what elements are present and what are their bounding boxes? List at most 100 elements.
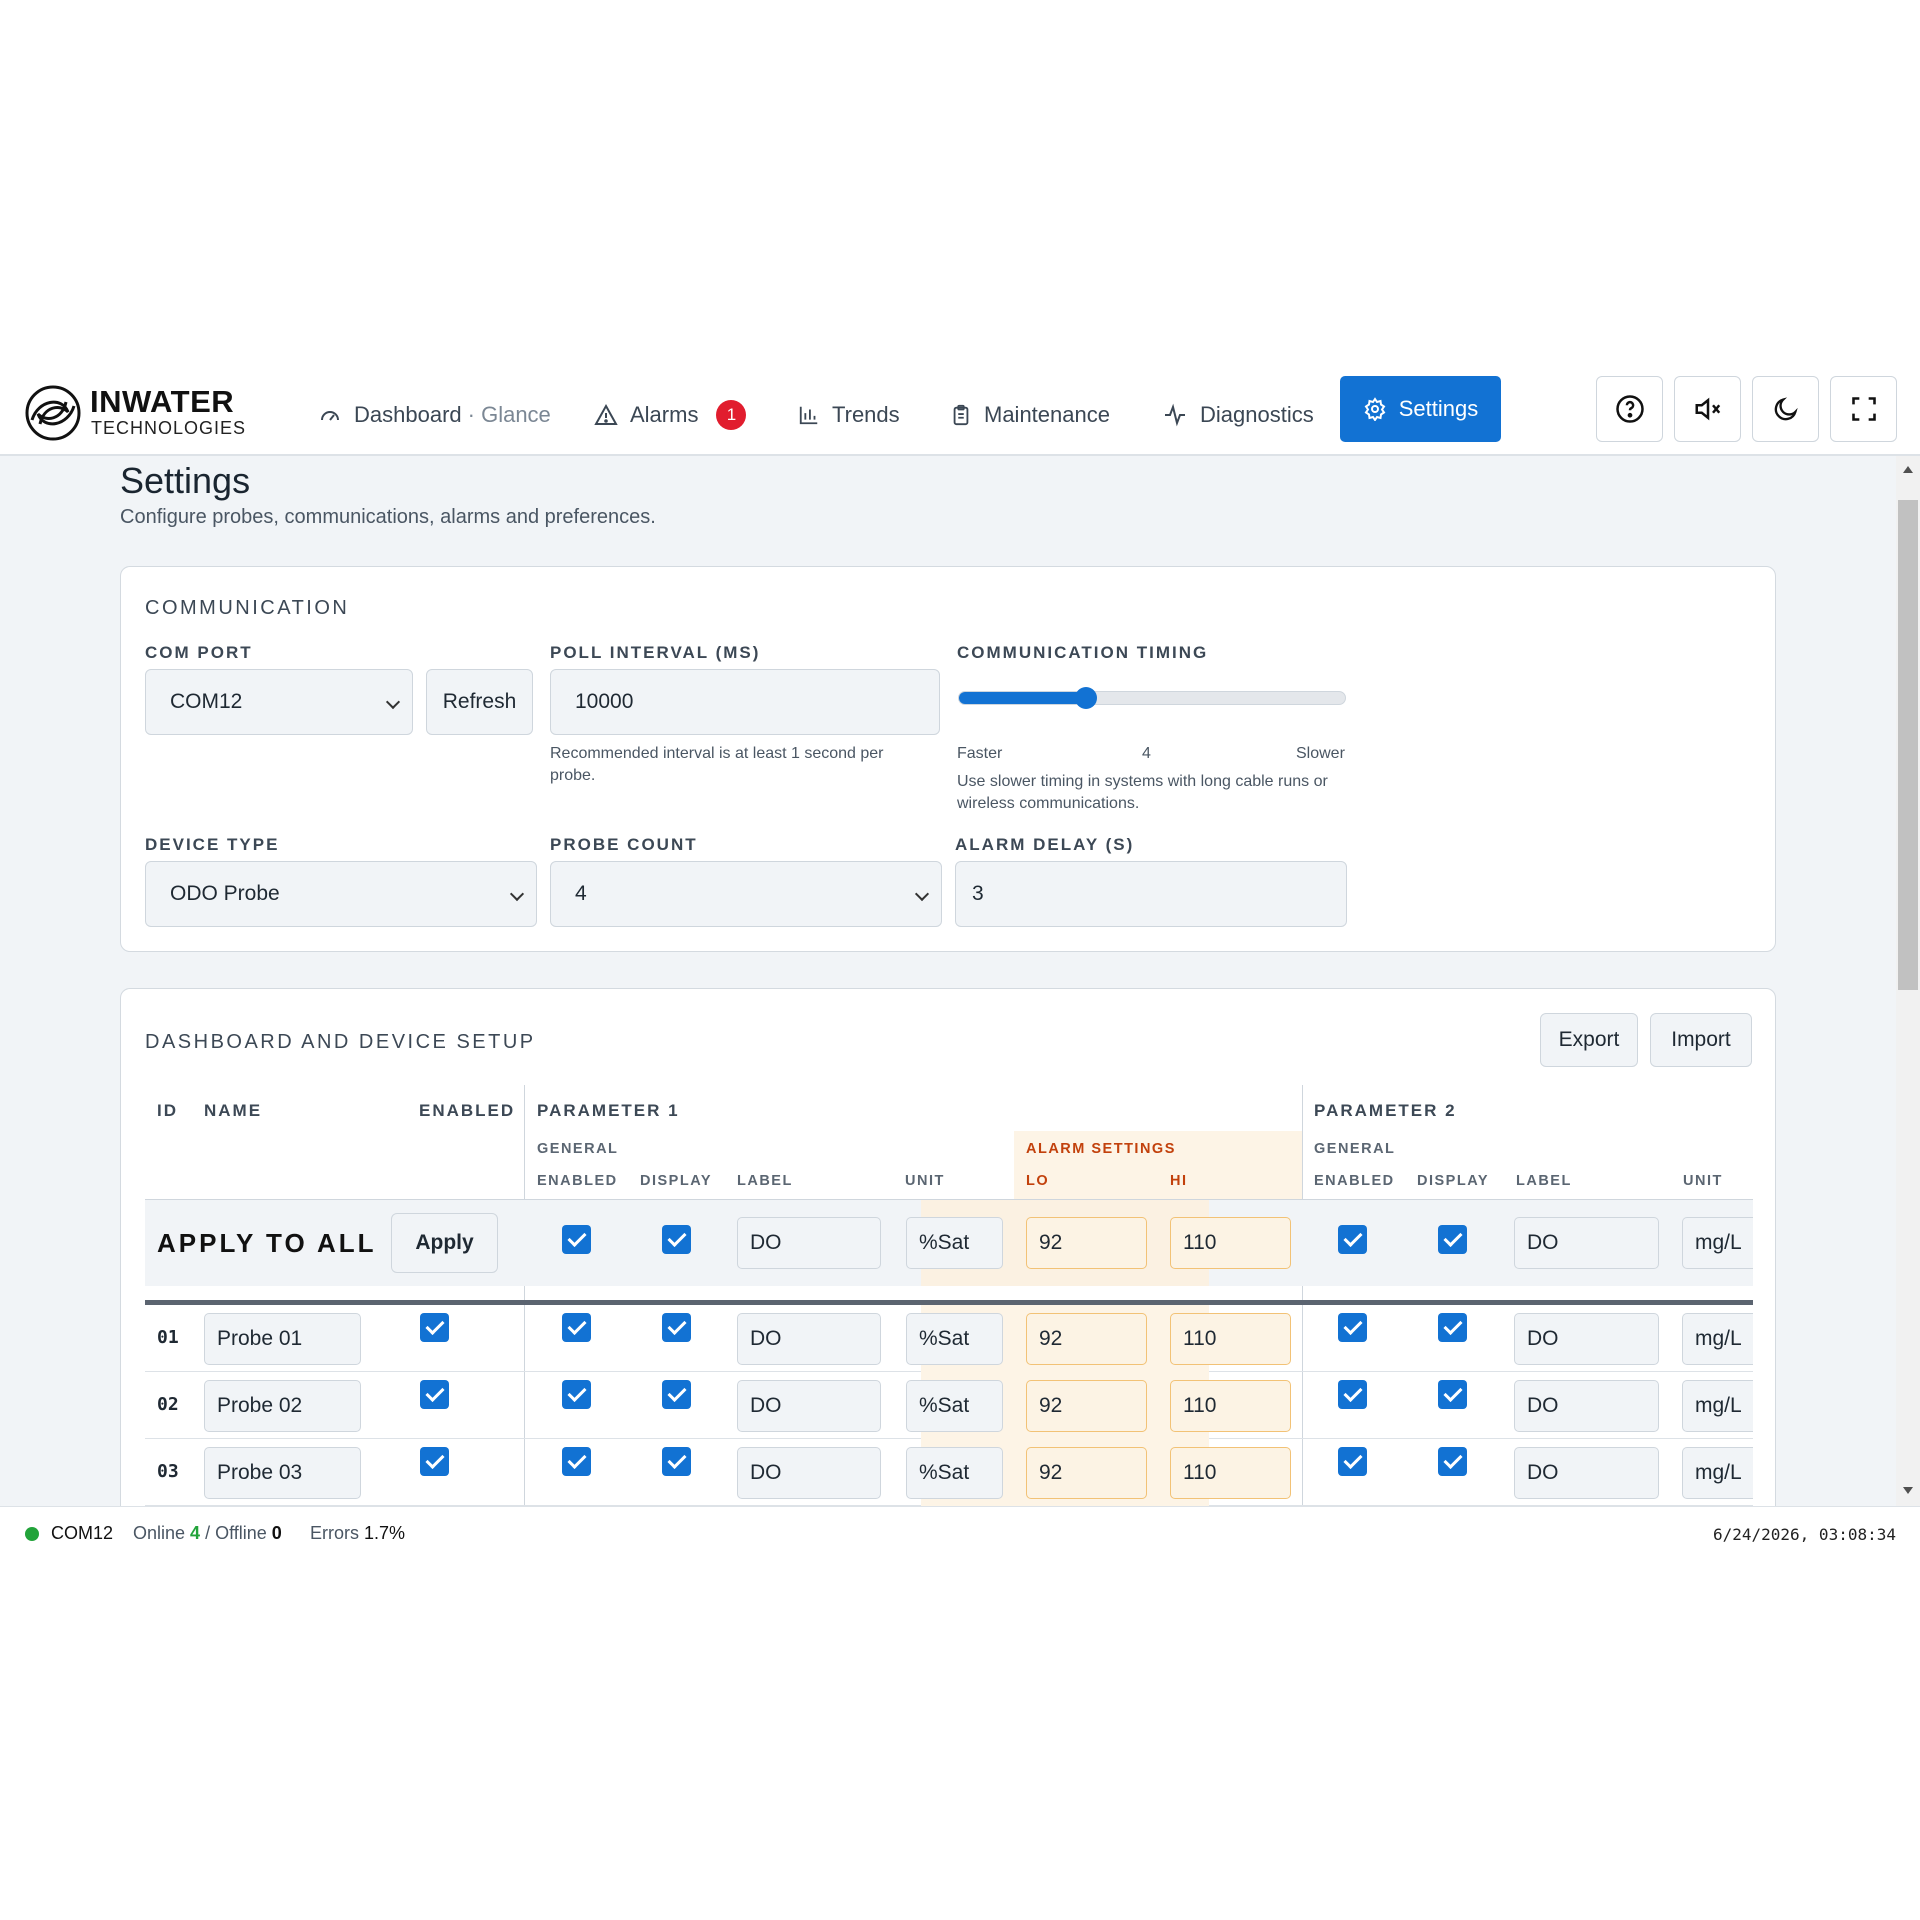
probe-enabled-checkbox[interactable]	[420, 1313, 449, 1342]
p2-display-checkbox[interactable]	[1438, 1380, 1467, 1409]
apply-p2-enabled-checkbox[interactable]	[1338, 1225, 1367, 1254]
p1-enabled-checkbox[interactable]	[562, 1313, 591, 1342]
apply-p1-display-checkbox[interactable]	[662, 1225, 691, 1254]
mute-button[interactable]	[1674, 376, 1741, 442]
brand-logo[interactable]: INWATER TECHNOLOGIES	[24, 378, 254, 444]
p1-unit-input[interactable]: %Sat	[906, 1313, 1003, 1365]
apply-button[interactable]: Apply	[391, 1213, 498, 1273]
header-parameter-2: PARAMETER 2	[1314, 1101, 1457, 1120]
p2-display-checkbox[interactable]	[1438, 1313, 1467, 1342]
p2-display-checkbox[interactable]	[1438, 1447, 1467, 1476]
app-window: INWATER TECHNOLOGIES Dashboard · Glance …	[0, 370, 1920, 1570]
p2-unit-input[interactable]: mg/L	[1682, 1313, 1753, 1365]
p2-enabled-checkbox[interactable]	[1338, 1313, 1367, 1342]
p1-label-input[interactable]: DO	[737, 1380, 881, 1432]
apply-p1-unit-input[interactable]: %Sat	[906, 1217, 1003, 1269]
p2-unit-input[interactable]: mg/L	[1682, 1380, 1753, 1432]
apply-lo-input[interactable]: 92	[1026, 1217, 1147, 1269]
p2-enabled-checkbox[interactable]	[1338, 1447, 1367, 1476]
p2-enabled-checkbox[interactable]	[1338, 1380, 1367, 1409]
alarm-hi-input[interactable]: 110	[1170, 1447, 1291, 1499]
apply-p2-display-checkbox[interactable]	[1438, 1225, 1467, 1254]
p2-label-input[interactable]: DO	[1514, 1380, 1659, 1432]
alarm-delay-label: ALARM DELAY (S)	[955, 835, 1135, 854]
nav-diagnostics-label: Diagnostics	[1200, 402, 1314, 427]
scroll-up-arrow-icon[interactable]	[1903, 466, 1913, 473]
apply-p2-unit-input[interactable]: mg/L	[1682, 1217, 1753, 1269]
probe-count-label: PROBE COUNT	[550, 835, 698, 854]
p1-enabled-checkbox[interactable]	[562, 1380, 591, 1409]
nav-maintenance[interactable]: Maintenance	[950, 395, 1110, 435]
fullscreen-button[interactable]	[1830, 376, 1897, 442]
bar-chart-icon	[799, 406, 818, 425]
alarm-lo-input[interactable]: 92	[1026, 1380, 1147, 1432]
p1-unit-input[interactable]: %Sat	[906, 1380, 1003, 1432]
column-divider	[1302, 1085, 1303, 1506]
nav-trends[interactable]: Trends	[798, 395, 900, 435]
header-name: NAME	[204, 1101, 263, 1120]
export-button[interactable]: Export	[1540, 1013, 1638, 1067]
alarm-lo-input[interactable]: 92	[1026, 1313, 1147, 1365]
p1-display-checkbox[interactable]	[662, 1447, 691, 1476]
p1-enabled-checkbox[interactable]	[562, 1447, 591, 1476]
header-p2-display: DISPLAY	[1417, 1173, 1490, 1189]
help-button[interactable]	[1596, 376, 1663, 442]
nav-dashboard-sublabel: · Glance	[467, 402, 551, 427]
slider-min-label: Faster	[957, 745, 1003, 762]
help-icon	[1615, 395, 1644, 423]
nav-alarms[interactable]: Alarms 1	[594, 395, 747, 435]
p1-display-checkbox[interactable]	[662, 1380, 691, 1409]
slider-handle[interactable]	[1075, 687, 1098, 709]
apply-p1-enabled-checkbox[interactable]	[562, 1225, 591, 1254]
device-type-value: ODO Probe	[170, 882, 280, 905]
probe-name-input[interactable]: Probe 01	[204, 1313, 361, 1365]
communication-title: COMMUNICATION	[145, 597, 350, 619]
status-bar: COM12 Online 4 / Offline 0 Errors 1.7% 6…	[0, 1506, 1920, 1570]
p2-label-input[interactable]: DO	[1514, 1447, 1659, 1499]
probe-count-select[interactable]: 4	[550, 861, 942, 927]
p1-display-checkbox[interactable]	[662, 1313, 691, 1342]
vertical-scrollbar[interactable]	[1896, 456, 1920, 1506]
probe-id: 01	[157, 1327, 179, 1348]
scroll-down-arrow-icon[interactable]	[1903, 1487, 1913, 1494]
settings-page[interactable]: Settings Configure probes, communication…	[0, 456, 1920, 1506]
chevron-down-icon	[509, 886, 525, 902]
probe-id: 03	[157, 1461, 179, 1482]
gear-icon	[1364, 397, 1386, 421]
communication-timing-slider[interactable]	[958, 687, 1346, 709]
brand-tagline: TECHNOLOGIES	[91, 418, 247, 438]
alarm-delay-input[interactable]: 3	[955, 861, 1347, 927]
probe-name-input[interactable]: Probe 02	[204, 1380, 361, 1432]
p1-label-input[interactable]: DO	[737, 1313, 881, 1365]
apply-p1-label-input[interactable]: DO	[737, 1217, 881, 1269]
nav-dashboard[interactable]: Dashboard · Glance	[318, 395, 551, 435]
probe-name-input[interactable]: Probe 03	[204, 1447, 361, 1499]
refresh-button[interactable]: Refresh	[426, 669, 533, 735]
poll-interval-input[interactable]: 10000	[550, 669, 940, 735]
dark-mode-button[interactable]	[1752, 376, 1819, 442]
chevron-down-icon	[914, 886, 930, 902]
alarm-lo-input[interactable]: 92	[1026, 1447, 1147, 1499]
nav-settings[interactable]: Settings	[1340, 376, 1501, 442]
header-p1-enabled: ENABLED	[537, 1173, 618, 1189]
header-p2-label: LABEL	[1516, 1173, 1572, 1189]
com-port-select[interactable]: COM12	[145, 669, 413, 735]
header-enabled: ENABLED	[419, 1101, 516, 1120]
p1-unit-input[interactable]: %Sat	[906, 1447, 1003, 1499]
p2-unit-input[interactable]: mg/L	[1682, 1447, 1753, 1499]
p2-label-input[interactable]: DO	[1514, 1313, 1659, 1365]
probe-enabled-checkbox[interactable]	[420, 1380, 449, 1409]
device-type-label: DEVICE TYPE	[145, 835, 280, 854]
alarm-hi-input[interactable]: 110	[1170, 1313, 1291, 1365]
gauge-icon	[321, 411, 339, 421]
apply-hi-input[interactable]: 110	[1170, 1217, 1291, 1269]
import-button[interactable]: Import	[1650, 1013, 1752, 1067]
device-type-select[interactable]: ODO Probe	[145, 861, 537, 927]
probe-enabled-checkbox[interactable]	[420, 1447, 449, 1476]
nav-diagnostics[interactable]: Diagnostics	[1162, 395, 1314, 435]
alarm-hi-input[interactable]: 110	[1170, 1380, 1291, 1432]
p1-label-input[interactable]: DO	[737, 1447, 881, 1499]
scrollbar-thumb[interactable]	[1898, 500, 1918, 990]
probe-count-value: 4	[575, 882, 587, 905]
apply-p2-label-input[interactable]: DO	[1514, 1217, 1659, 1269]
